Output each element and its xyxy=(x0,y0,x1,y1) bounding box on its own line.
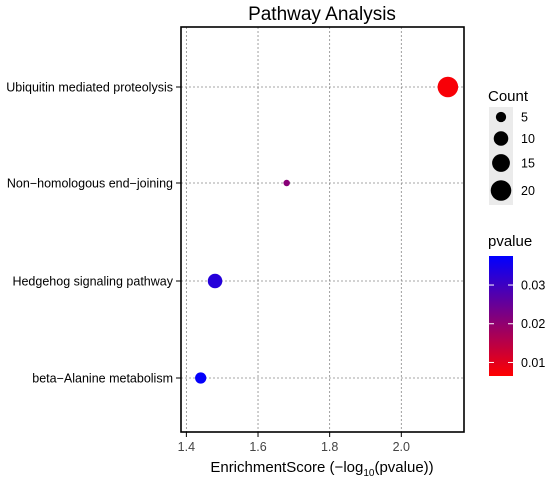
count-legend-label: 5 xyxy=(521,111,528,125)
count-legend-label: 15 xyxy=(521,157,535,171)
count-legend-dot xyxy=(495,111,507,123)
y-axis: Ubiquitin mediated proteolysis Non−homolo… xyxy=(6,81,181,386)
count-legend-dot xyxy=(492,154,510,172)
data-point xyxy=(195,372,207,384)
count-legend-label: 10 xyxy=(521,132,535,146)
x-axis-title: EnrichmentScore (−log10(pvalue)) xyxy=(210,459,433,478)
pvalue-legend-label: 0.01 xyxy=(521,356,545,370)
count-legend-title: Count xyxy=(488,88,529,105)
grid-lines xyxy=(181,27,464,432)
plot-panel xyxy=(180,26,465,433)
x-tick-label: 1.6 xyxy=(249,440,266,454)
x-axis-title-main: EnrichmentScore (−log xyxy=(210,459,363,476)
count-legend-dot xyxy=(493,131,509,146)
count-legend: Count 5 10 15 20 xyxy=(488,88,535,205)
pvalue-legend-label: 0.02 xyxy=(521,317,545,331)
count-legend-dot xyxy=(490,180,512,201)
y-tick-label: Non−homologous end−joining xyxy=(7,177,173,191)
data-point xyxy=(207,273,223,289)
data-point xyxy=(437,76,459,98)
chart-title: Pathway Analysis xyxy=(248,4,396,25)
x-axis-title-tail: (pvalue)) xyxy=(374,459,433,476)
data-point xyxy=(283,179,290,187)
pvalue-legend: pvalue 0.03 0.02 0.01 xyxy=(488,233,545,376)
pvalue-colorbar xyxy=(489,256,513,376)
pvalue-legend-label: 0.03 xyxy=(521,279,545,293)
x-tick-label: 1.8 xyxy=(321,440,338,454)
count-legend-label: 20 xyxy=(521,184,535,198)
x-axis: 1.4 1.6 1.8 2.0 xyxy=(178,432,410,454)
pvalue-legend-title: pvalue xyxy=(488,233,532,250)
x-tick-label: 1.4 xyxy=(178,440,195,454)
y-tick-label: Hedgehog signaling pathway xyxy=(12,275,173,289)
y-tick-label: beta−Alanine metabolism xyxy=(32,372,173,386)
y-tick-label: Ubiquitin mediated proteolysis xyxy=(6,81,173,95)
data-points xyxy=(195,76,459,384)
x-axis-title-subscript: 10 xyxy=(363,468,375,478)
x-tick-label: 2.0 xyxy=(393,440,410,454)
